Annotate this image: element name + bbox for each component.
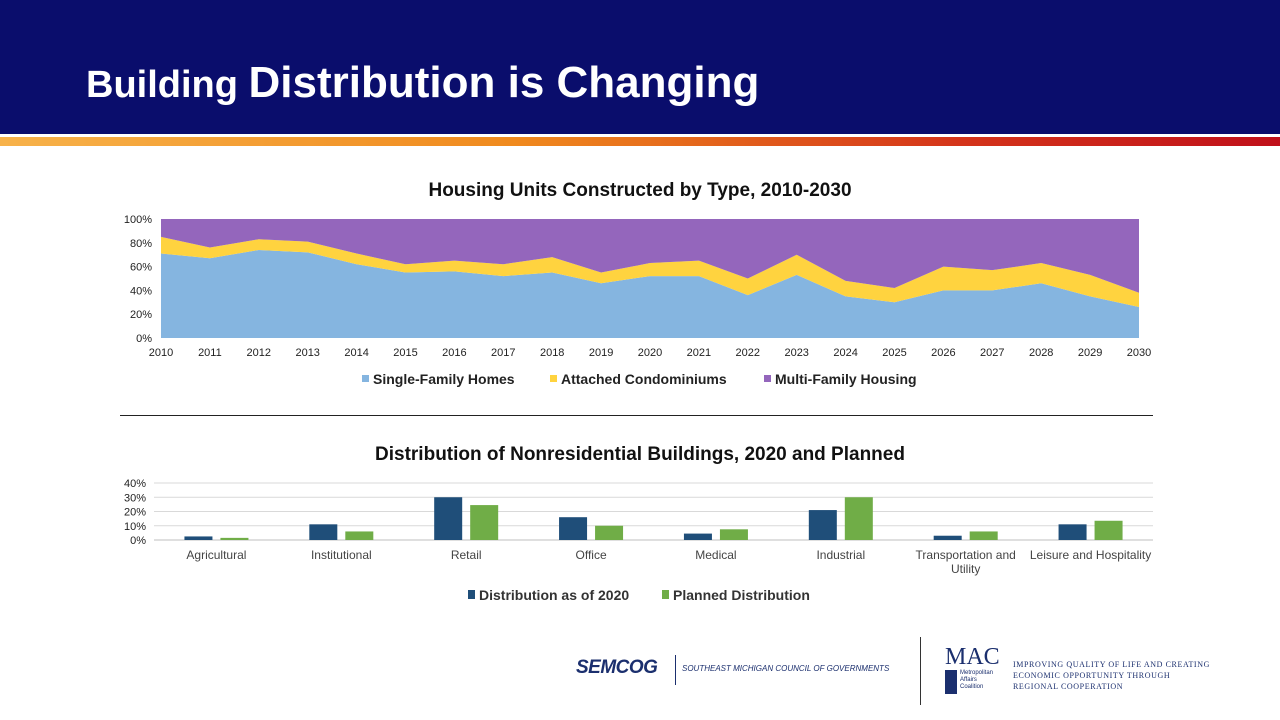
slide-title-part1: Building [86, 64, 249, 106]
area-legend-swatch [550, 375, 557, 382]
area-x-tick: 2029 [1078, 347, 1102, 359]
bar-2020 [184, 536, 213, 540]
bar-planned [345, 531, 374, 540]
bar-planned [470, 505, 499, 540]
bar-category-label: Institutional [311, 548, 372, 562]
area-x-tick: 2011 [198, 347, 222, 359]
area-y-tick: 20% [130, 309, 152, 321]
semcog-logo: SEMCOG [576, 657, 658, 678]
mac-small-line: Coalition [960, 684, 984, 690]
area-x-tick: 2012 [247, 347, 271, 359]
bar-category-label: Retail [451, 548, 482, 562]
area-legend-swatch [362, 375, 369, 382]
area-series-2 [161, 236, 1139, 308]
bar-category-label: Agricultural [186, 548, 246, 562]
area-x-tick: 2022 [736, 347, 760, 359]
bar-planned [220, 537, 249, 540]
bar-planned [595, 525, 624, 540]
bar-category-label: Industrial [816, 548, 865, 562]
bar-legend-swatch [468, 590, 475, 599]
slide-title-part2: Distribution is Changing [248, 58, 760, 107]
bar-2020 [683, 533, 712, 540]
mac-small-line: Affairs [960, 677, 977, 683]
bar-chart-title: Distribution of Nonresidential Buildings… [375, 444, 905, 465]
area-x-tick: 2024 [833, 347, 857, 359]
semcog-subtitle: SOUTHEAST MICHIGAN COUNCIL OF GOVERNMENT… [682, 664, 890, 673]
mac-slogan-line: economic opportunity through [1013, 671, 1171, 680]
slide-title: Building Distribution is Changing [86, 58, 759, 108]
area-y-tick: 60% [130, 262, 152, 274]
area-x-tick: 2015 [393, 347, 417, 359]
area-x-tick: 2014 [344, 347, 368, 359]
bar-y-tick: 0% [130, 535, 146, 547]
semcog-logo-divider [675, 655, 676, 685]
area-legend-label: Multi-Family Housing [775, 371, 917, 387]
bar-legend-label: Distribution as of 2020 [479, 587, 629, 603]
area-y-tick: 40% [130, 285, 152, 297]
mac-logo: MAC [945, 644, 1000, 670]
footer-separator [920, 637, 921, 705]
chart-divider [120, 415, 1153, 416]
mac-slogan: Improving quality of life and creating e… [1013, 659, 1210, 692]
area-x-tick: 2023 [784, 347, 808, 359]
bar-2020 [434, 497, 463, 540]
area-x-tick: 2017 [491, 347, 515, 359]
area-series-3 [161, 219, 1139, 293]
bar-category-label: Transportation and [916, 548, 1016, 562]
area-series-1 [161, 249, 1139, 338]
bar-legend-label: Planned Distribution [673, 587, 810, 603]
area-y-tick: 80% [130, 238, 152, 250]
bar-category-label: Office [576, 548, 607, 562]
bar-2020 [808, 510, 837, 540]
mac-slogan-line: Improving quality of life and creating [1013, 660, 1210, 669]
bar-planned [1094, 520, 1123, 540]
title-bar [0, 0, 1280, 134]
area-x-tick: 2028 [1029, 347, 1053, 359]
area-x-tick: 2010 [149, 347, 173, 359]
bar-category-label: Medical [695, 548, 736, 562]
bar-y-tick: 20% [124, 507, 146, 519]
area-x-tick: 2013 [295, 347, 319, 359]
area-x-tick: 2020 [638, 347, 662, 359]
bar-2020 [1058, 524, 1087, 540]
area-y-tick: 100% [124, 214, 152, 226]
area-x-tick: 2021 [687, 347, 711, 359]
mac-logo-subtext: Metropolitan Affairs Coalition [960, 670, 1000, 691]
area-x-tick: 2030 [1127, 347, 1151, 359]
bar-y-tick: 30% [124, 492, 146, 504]
bar-planned [844, 497, 873, 540]
area-legend-label: Attached Condominiums [561, 371, 727, 387]
area-x-tick: 2018 [540, 347, 564, 359]
bar-planned [969, 531, 998, 540]
accent-band [0, 137, 1280, 146]
area-y-tick: 0% [136, 333, 152, 345]
area-legend-swatch [764, 375, 771, 382]
bar-category-label: Utility [951, 562, 980, 576]
area-x-tick: 2016 [442, 347, 466, 359]
area-x-tick: 2025 [882, 347, 906, 359]
bar-2020 [559, 517, 588, 540]
bar-y-tick: 40% [124, 478, 146, 490]
mac-logo-mark [945, 670, 957, 694]
bar-y-tick: 10% [124, 521, 146, 533]
bar-2020 [933, 535, 962, 540]
bar-legend-swatch [662, 590, 669, 599]
area-x-tick: 2026 [931, 347, 955, 359]
mac-small-line: Metropolitan [960, 670, 994, 676]
bar-2020 [309, 524, 338, 540]
area-x-tick: 2027 [980, 347, 1004, 359]
mac-slogan-line: regional cooperation [1013, 682, 1124, 691]
bar-category-label: Leisure and Hospitality [1030, 548, 1151, 562]
area-x-tick: 2019 [589, 347, 613, 359]
bar-planned [719, 529, 748, 540]
area-legend-label: Single-Family Homes [373, 371, 515, 387]
area-chart-title: Housing Units Constructed by Type, 2010-… [428, 180, 852, 201]
